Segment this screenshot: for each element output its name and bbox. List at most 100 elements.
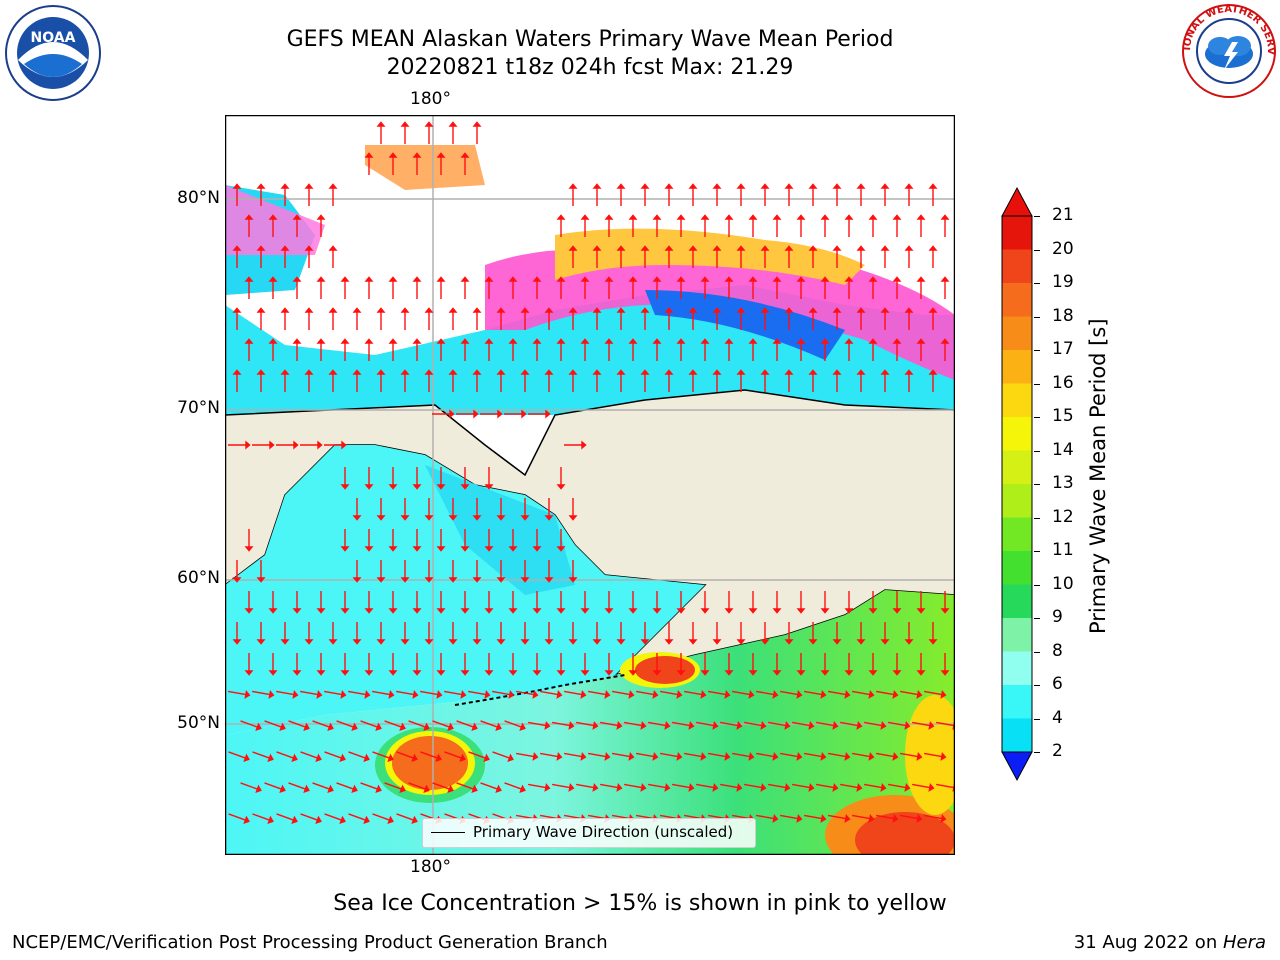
wave-arrow-head bbox=[316, 276, 326, 282]
sea-ice-note: Sea Ice Concentration > 15% is shown in … bbox=[333, 891, 947, 916]
footer-credit: NCEP/EMC/Verification Post Processing Pr… bbox=[12, 932, 608, 953]
colorbar-segment bbox=[1002, 584, 1032, 619]
wave-arrow-shaft bbox=[828, 814, 846, 820]
wave-arrow-head bbox=[796, 214, 806, 220]
wave-arrow-head bbox=[700, 690, 707, 699]
wave-arrow-head bbox=[387, 753, 394, 763]
wave-arrow-head bbox=[808, 783, 815, 792]
wave-arrow-shaft bbox=[804, 752, 822, 758]
wave-arrow-head bbox=[844, 338, 854, 344]
colorbar-tick-mark bbox=[1034, 718, 1040, 720]
colorbar-tick-label: 19 bbox=[1052, 272, 1074, 292]
wave-arrow-head bbox=[232, 639, 242, 645]
wave-arrow-head bbox=[760, 639, 770, 645]
colorbar-tick-mark bbox=[1034, 517, 1040, 519]
wave-arrow-shaft bbox=[708, 690, 726, 696]
wave-arrow-shaft bbox=[744, 721, 762, 727]
wave-arrow-head bbox=[820, 752, 827, 761]
wave-arrow-head bbox=[532, 608, 542, 614]
wave-arrow-head bbox=[304, 183, 314, 189]
wave-arrow-head bbox=[760, 245, 770, 251]
wave-arrow-head bbox=[664, 369, 674, 375]
wave-arrow-head bbox=[700, 276, 710, 282]
wave-arrow-head bbox=[880, 183, 890, 189]
wave-arrow-head bbox=[832, 639, 842, 645]
colorbar-tick-mark bbox=[1034, 283, 1040, 284]
wave-arrow-head bbox=[940, 690, 947, 699]
wave-arrow-shaft bbox=[768, 721, 786, 727]
wave-arrow-head bbox=[293, 440, 299, 450]
wave-arrow-shaft bbox=[312, 782, 330, 790]
wave-arrow-shaft bbox=[696, 721, 714, 727]
wave-arrow-shaft bbox=[540, 752, 558, 758]
wave-arrow-shaft bbox=[396, 813, 414, 821]
wave-arrow-head bbox=[844, 276, 854, 282]
lat-label-60: 60°N bbox=[177, 568, 220, 588]
wave-arrow-head bbox=[328, 245, 338, 251]
wave-arrow-shaft bbox=[684, 752, 702, 758]
wave-arrow-head bbox=[436, 152, 446, 158]
wave-arrow-shaft bbox=[576, 721, 594, 727]
wave-arrow-head bbox=[652, 338, 662, 344]
wave-arrow-shaft bbox=[828, 752, 846, 758]
wave-arrow-shaft bbox=[804, 690, 822, 696]
wave-arrow-shaft bbox=[624, 783, 642, 789]
wave-arrow-head bbox=[328, 369, 338, 375]
wave-arrow-head bbox=[448, 639, 458, 645]
wave-arrow-head bbox=[808, 307, 818, 313]
wave-arrow-head bbox=[664, 639, 674, 645]
wave-arrow-head bbox=[292, 276, 302, 282]
wave-arrow-head bbox=[447, 722, 454, 732]
wave-arrow-shaft bbox=[612, 752, 630, 758]
wave-arrow-head bbox=[676, 608, 686, 614]
wave-arrow-head bbox=[688, 307, 698, 313]
wave-arrow-head bbox=[904, 369, 914, 375]
wave-arrow-head bbox=[796, 670, 806, 676]
wave-arrow-head bbox=[724, 670, 734, 676]
wave-arrow-shaft bbox=[600, 783, 618, 789]
wave-arrow-shaft bbox=[276, 751, 294, 759]
wave-arrow-shaft bbox=[720, 783, 738, 789]
wave-arrow-head bbox=[568, 369, 578, 375]
wave-arrow-head bbox=[616, 183, 626, 189]
wave-arrow-head bbox=[712, 245, 722, 251]
wave-arrow-shaft bbox=[516, 690, 534, 696]
wave-arrow-head bbox=[568, 245, 578, 251]
wave-arrow-head bbox=[424, 121, 434, 127]
wave-arrow-head bbox=[664, 183, 674, 189]
wave-arrow-head bbox=[820, 814, 827, 823]
wave-arrow-head bbox=[664, 721, 671, 730]
wave-arrow-head bbox=[808, 245, 818, 251]
swell-blob-alaska bbox=[635, 656, 695, 684]
wave-arrow-shaft bbox=[900, 752, 918, 758]
wave-arrow-head bbox=[436, 690, 443, 699]
wave-arrow-head bbox=[388, 546, 398, 552]
wave-arrow-shaft bbox=[816, 783, 834, 789]
wave-arrow-shaft bbox=[564, 752, 582, 758]
wave-arrow-head bbox=[784, 783, 791, 792]
colorbar-tick-mark bbox=[1034, 383, 1040, 385]
wave-arrow-shaft bbox=[888, 783, 906, 789]
wave-arrow-head bbox=[363, 815, 370, 825]
wave-arrow-shaft bbox=[456, 720, 474, 728]
wave-arrow-shaft bbox=[864, 783, 882, 789]
wave-arrow-head bbox=[352, 515, 362, 521]
wave-arrow-head bbox=[580, 608, 590, 614]
wave-arrow-head bbox=[460, 670, 470, 676]
wave-arrow-head bbox=[448, 369, 458, 375]
wave-arrow-shaft bbox=[324, 813, 342, 821]
wave-arrow-shaft bbox=[360, 720, 378, 728]
wave-arrow-head bbox=[676, 670, 686, 676]
wave-arrow-shaft bbox=[612, 690, 630, 696]
wave-arrow-head bbox=[424, 639, 434, 645]
wave-arrow-head bbox=[616, 245, 626, 251]
colorbar-tick-label: 12 bbox=[1052, 506, 1074, 527]
wave-arrow-head bbox=[772, 338, 782, 344]
wave-arrow-head bbox=[544, 783, 551, 792]
wave-arrow-head bbox=[255, 722, 262, 732]
wave-arrow-head bbox=[940, 276, 950, 282]
wave-arrow-head bbox=[904, 721, 911, 730]
wave-arrow-head bbox=[412, 484, 422, 490]
wave-arrow-shaft bbox=[324, 751, 342, 759]
wave-arrow-head bbox=[244, 690, 251, 699]
